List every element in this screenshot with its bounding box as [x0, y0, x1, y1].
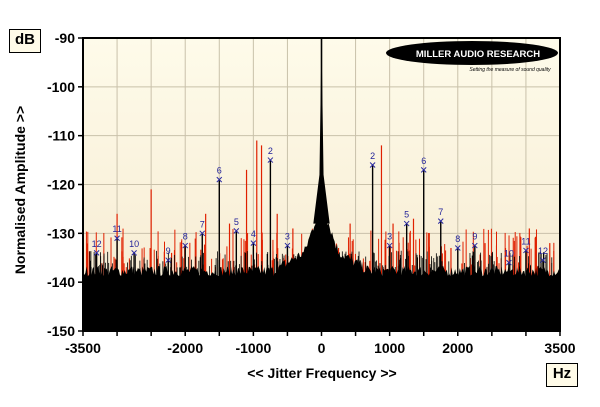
y-unit-label: dB	[9, 29, 41, 53]
brand-logo: MILLER AUDIO RESEARCH Setting the measure…	[386, 41, 558, 73]
spur-marker	[131, 250, 137, 256]
x-tick-label: 0	[318, 340, 326, 356]
spur-label: 2	[268, 146, 273, 156]
spur-label: 7	[438, 207, 443, 217]
spur-marker	[114, 235, 120, 242]
spur-marker	[471, 242, 478, 249]
spur-marker	[93, 250, 100, 256]
spur-label: 6	[217, 166, 222, 176]
x-axis-label: << Jitter Frequency >>	[247, 365, 397, 381]
spur-label: 10	[504, 249, 514, 259]
spur-marker	[369, 162, 376, 168]
spur-marker	[420, 166, 427, 173]
y-tick-label: -120	[47, 177, 75, 193]
spur-label: 12	[538, 246, 548, 256]
spur-marker	[454, 245, 461, 251]
y-tick-label: -90	[55, 30, 75, 46]
y-tick-label: -140	[47, 274, 75, 290]
spur-label: 6	[421, 156, 426, 166]
spur-marker	[540, 257, 546, 264]
spur-label: 7	[200, 219, 205, 229]
y-axis-label: Normalised Amplitude >>	[12, 105, 28, 275]
spur-label: 11	[521, 236, 530, 246]
spur-label: 11	[112, 224, 121, 234]
spur-label: 8	[183, 232, 188, 242]
x-tick-label: -2000	[167, 340, 203, 356]
logo-brand-text: MILLER AUDIO RESEARCH	[416, 49, 540, 60]
spur-marker	[506, 259, 512, 266]
spur-marker	[267, 157, 274, 163]
spur-marker	[437, 218, 444, 224]
x-tick-label: 1000	[374, 340, 405, 356]
logo-ellipse	[386, 41, 558, 65]
spur-label: 4	[251, 229, 256, 239]
spur-marker	[403, 220, 410, 227]
spur-label: 3	[285, 232, 290, 242]
spur-label: 2	[370, 151, 375, 161]
spur-marker	[165, 257, 172, 264]
spur-label: 5	[404, 210, 409, 220]
spur-marker	[250, 240, 257, 246]
y-tick-label: -130	[47, 225, 75, 241]
spur-label: 9	[472, 232, 477, 242]
x-tick-label: -3500	[65, 340, 101, 356]
spur-label: 3	[387, 232, 392, 242]
y-axis-label-wrap: Normalised Amplitude >>	[8, 90, 32, 290]
spur-label: 8	[455, 234, 460, 244]
noise-hash-group	[89, 250, 553, 283]
spur-marker	[233, 228, 240, 234]
spur-label: 10	[129, 239, 139, 249]
x-tick-label: 2000	[442, 340, 473, 356]
y-tick-label: -100	[47, 79, 75, 95]
x-tick-label: -1000	[235, 340, 271, 356]
spur-label: 9	[166, 246, 171, 256]
logo-tagline: Setting the measure of sound quality	[469, 67, 551, 73]
x-tick-label: 3500	[544, 340, 575, 356]
spur-marker	[523, 247, 529, 254]
spur-label: 12	[92, 239, 102, 249]
y-tick-label: -150	[47, 323, 75, 339]
spur-label: 5	[234, 217, 239, 227]
y-tick-label: -110	[48, 128, 75, 144]
spur-marker	[284, 242, 291, 249]
x-unit-label: Hz	[546, 363, 578, 387]
spur-marker	[386, 242, 393, 249]
spur-marker	[199, 230, 206, 237]
spur-marker	[216, 176, 223, 183]
spur-marker	[182, 242, 189, 249]
